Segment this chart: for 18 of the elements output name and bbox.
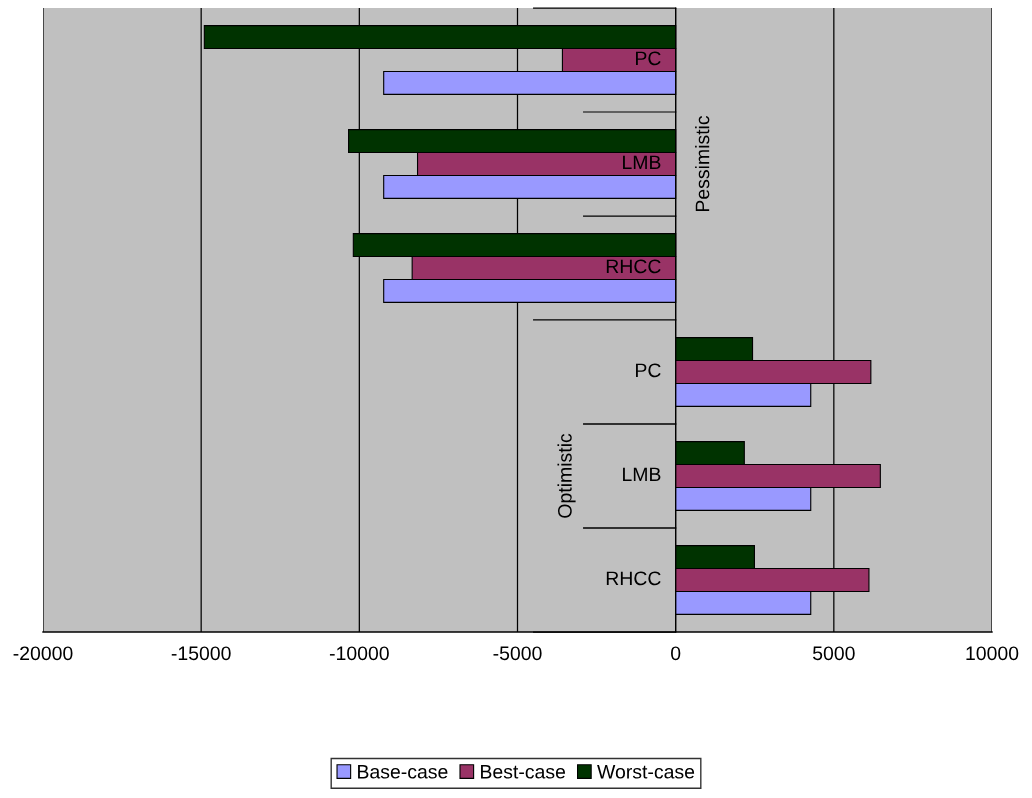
x-tick-label: -10000 [329, 646, 389, 661]
legend-label: Base-case [358, 765, 448, 779]
x-tick-label: -20000 [13, 646, 73, 661]
y-tick-label: PC [636, 51, 661, 66]
y-tick-label: RHCC [606, 259, 661, 274]
y-tick-label: RHCC [606, 571, 661, 586]
x-tick-label: 5000 [812, 646, 855, 661]
y-tick-label: LMB [623, 155, 661, 170]
annotation: Optimistic [557, 433, 576, 518]
x-tick-label: 10000 [966, 646, 1019, 661]
x-tick-label: 0 [671, 646, 681, 661]
y-tick-label: LMB [623, 467, 661, 482]
legend-label: Worst-case [597, 765, 695, 779]
x-tick-label: -5000 [493, 646, 542, 661]
x-tick-label: -15000 [171, 646, 231, 661]
legend-label: Best-case [481, 765, 566, 779]
annotation: Pessimistic [695, 115, 710, 212]
y-tick-label: PC [636, 363, 661, 378]
